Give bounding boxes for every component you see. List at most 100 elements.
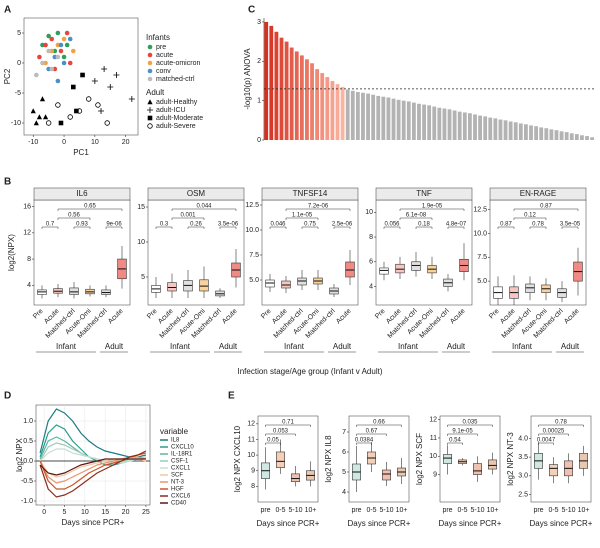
bar [381, 96, 386, 140]
p-value-label: 0.66 [373, 420, 385, 426]
comparison-bracket [57, 217, 91, 220]
x-tick-label: 10+ [487, 507, 499, 514]
x-tick-label: 0 [62, 139, 66, 146]
x-tick-label: Acute [563, 308, 581, 326]
point [30, 108, 36, 114]
group-label: Adult [105, 342, 124, 351]
x-tick-label: 10+ [396, 507, 408, 514]
y-tick-label: 10 [429, 453, 437, 460]
bar [376, 95, 381, 140]
p-value-label: 0.78 [555, 420, 567, 426]
x-axis-label: Days since PCR+ [348, 519, 411, 528]
y-tick-label: 11 [430, 435, 437, 442]
x-axis-label: Days since PCR+ [530, 519, 593, 528]
bar [320, 73, 325, 140]
y-tick-label: 5 [342, 469, 346, 476]
legend-label: pre [156, 44, 166, 51]
x-tick-label: pre [442, 507, 452, 514]
point [36, 114, 43, 120]
point [58, 48, 64, 54]
bar [559, 131, 564, 140]
plot-frame [33, 199, 131, 306]
box [411, 261, 421, 271]
comparison-bracket [497, 226, 515, 229]
bar [442, 108, 447, 140]
bar [391, 98, 396, 140]
x-tick-label: Pre [146, 308, 159, 321]
comparison-bracket [415, 226, 433, 229]
bar [488, 117, 493, 140]
point [104, 120, 110, 126]
comparison-bracket [187, 226, 205, 229]
bar [310, 63, 314, 140]
point [58, 42, 64, 48]
point [37, 54, 42, 60]
p-value-label: 9.1e-05 [452, 429, 473, 435]
box [382, 469, 391, 481]
p-value-label: 0.65 [84, 204, 96, 210]
x-axis-label: Days since PCR+ [62, 518, 125, 527]
x-axis-label: Days since PCR+ [439, 519, 502, 528]
series-line [39, 448, 147, 464]
x-tick-label: 0 [42, 509, 46, 516]
point [46, 48, 51, 54]
legend-label: NT-3 [171, 480, 185, 486]
panel-label: A [4, 5, 11, 16]
comparison-bracket [269, 226, 287, 229]
point [45, 120, 52, 126]
y-tick-label: 12 [23, 230, 31, 237]
bar [396, 99, 401, 140]
x-tick-label: Acute [107, 308, 125, 326]
y-tick-label: 4.0 [518, 435, 528, 442]
x-tick-label: Pre [32, 308, 45, 321]
x-tick-label: 10+ [305, 507, 317, 514]
point [86, 96, 92, 102]
bar [518, 123, 523, 140]
legend-label: CD40 [171, 501, 187, 507]
point [128, 96, 135, 102]
bar [467, 113, 472, 140]
comparison-bracket [333, 226, 351, 229]
y-tick-label: 10 [247, 452, 255, 459]
comparison-bracket [219, 226, 237, 229]
legend-swatch [147, 52, 153, 58]
plot-frame [439, 415, 501, 503]
legend-label: CSF-1 [171, 459, 189, 465]
legend-label: CXCL10 [171, 445, 194, 451]
y-tick-label: 6 [342, 449, 346, 456]
x-tick-label: Acute [221, 308, 239, 326]
plot-frame [530, 415, 592, 503]
point [55, 30, 61, 36]
legend-swatch [147, 76, 153, 82]
bar [585, 136, 589, 140]
group-label: Infant [512, 342, 533, 351]
y-tick-label: 1.0 [23, 418, 33, 425]
legend-title: variable [160, 427, 189, 436]
y-tick-label: -5 [15, 90, 21, 97]
y-tick-label: 6 [369, 259, 373, 266]
panel-label: E [228, 391, 235, 402]
box [488, 459, 497, 470]
box [276, 451, 285, 468]
legend-label: adult-Moderate [156, 115, 203, 122]
y-tick-label: 7.5 [249, 252, 259, 259]
x-tick-label: 0-5 [457, 507, 467, 514]
comparison-bracket [538, 433, 569, 436]
plot-frame [489, 199, 587, 306]
bar [534, 126, 539, 140]
bar [366, 93, 370, 140]
comparison-bracket [171, 208, 237, 211]
x-tick-label: 5-10 [379, 507, 393, 514]
comparison-bracket [447, 433, 478, 436]
x-tick-label: 5-10 [561, 507, 575, 514]
p-value-label: 0.00025 [543, 429, 565, 435]
point [42, 114, 49, 120]
x-tick-label: Pre [374, 308, 387, 321]
facet-strip [33, 187, 131, 201]
plot-frame [147, 199, 245, 306]
p-value-label: 9e-06 [106, 222, 122, 228]
p-value-label: 7.2e-06 [308, 204, 329, 210]
x-tick-label: Pre [260, 308, 273, 321]
point [49, 36, 55, 42]
p-value-label: 0.001 [180, 213, 196, 219]
